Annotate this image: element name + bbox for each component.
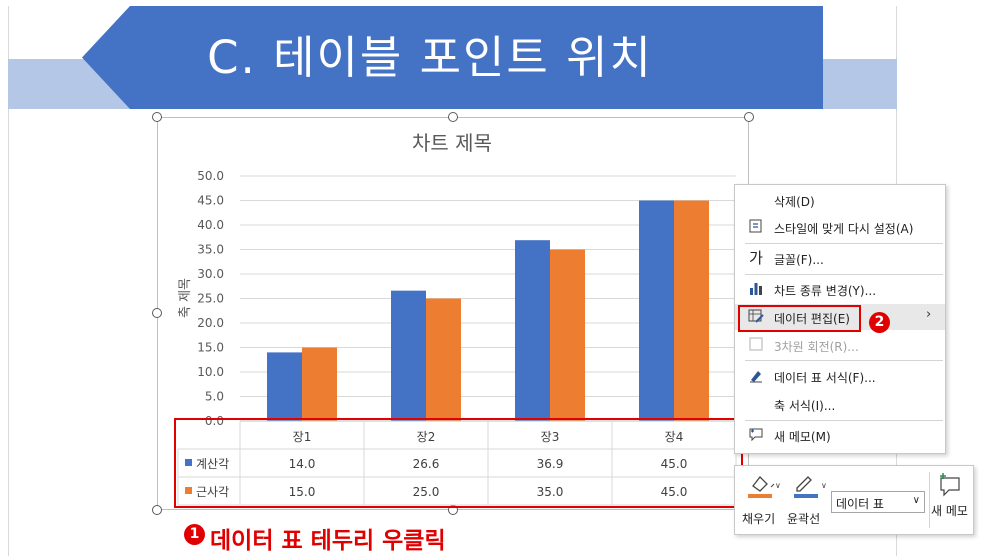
menu-separator [745, 360, 943, 361]
table-value-cell: 15.0 [289, 485, 316, 499]
menu-item-font[interactable]: 가 글꼴(F)... [735, 245, 945, 271]
outline-pen-icon: ∨ [794, 476, 827, 498]
outline-label: 윤곽선 [787, 512, 821, 526]
new-comment-label: 새 메모 [931, 504, 968, 518]
fill-bucket-icon: ∨ [748, 476, 781, 498]
menu-item-label: 삭제(D) [774, 195, 815, 209]
y-tick-label: 10.0 [197, 365, 224, 379]
y-tick-label: 35.0 [197, 243, 224, 257]
table-value-cell: 25.0 [413, 485, 440, 499]
legend-key [185, 459, 192, 466]
resize-handle-top-right[interactable] [744, 112, 754, 122]
new-comment-icon [940, 473, 960, 497]
menu-item-reset-style[interactable]: 스타일에 맞게 다시 설정(A) [735, 214, 945, 240]
y-axis-title[interactable]: 축 제목 [178, 278, 193, 318]
menu-item-3d-rotation: 3차원 회전(R)... [735, 332, 945, 358]
table-value-cell: 45.0 [661, 457, 688, 471]
table-header-cell: 장2 [417, 430, 436, 444]
table-value-cell: 36.9 [537, 457, 564, 471]
table-value-cell: 45.0 [661, 485, 688, 499]
table-value-cell: 26.6 [413, 457, 440, 471]
menu-item-label: 데이터 편집(E) [774, 312, 850, 326]
title-banner [82, 6, 823, 109]
y-tick-label: 50.0 [197, 169, 224, 183]
menu-item-label: 축 서식(I)... [774, 399, 836, 413]
slide-title[interactable]: C. 테이블 포인트 위치 [207, 31, 653, 84]
step-1-instruction: 데이터 표 테두리 우클릭 [210, 528, 446, 554]
menu-separator [745, 420, 943, 421]
menu-item-format-axis[interactable]: 축 서식(I)... [735, 391, 945, 417]
bar[interactable] [302, 347, 337, 422]
legend-key [185, 487, 192, 494]
table-series-label: 근사각 [196, 485, 229, 499]
menu-item-label: 글꼴(F)... [774, 253, 824, 267]
step-1-badge: 1 [184, 524, 205, 545]
edit-data-highlight [738, 305, 861, 332]
menu-item-new-comment[interactable]: 새 메모(M) [735, 422, 945, 448]
table-header-cell: 장1 [293, 430, 312, 444]
data-table-highlight [174, 418, 743, 508]
format-table-icon [747, 367, 765, 385]
chart-element-select-value: 데이터 표 [836, 497, 884, 511]
y-tick-label: 30.0 [197, 267, 224, 281]
chart-type-icon [747, 280, 765, 298]
svg-text:∨: ∨ [775, 481, 781, 490]
bar[interactable] [267, 352, 302, 421]
menu-item-label: 스타일에 맞게 다시 설정(A) [774, 222, 914, 236]
y-tick-label: 5.0 [205, 390, 224, 404]
font-icon: 가 [749, 249, 763, 267]
svg-text:∨: ∨ [821, 481, 827, 490]
y-tick-label: 25.0 [197, 292, 224, 306]
y-tick-label: 15.0 [197, 341, 224, 355]
menu-item-label: 3차원 회전(R)... [774, 340, 859, 354]
table-header-cell: 장4 [665, 430, 684, 444]
toolbar-divider [929, 472, 930, 528]
menu-item-label: 데이터 표 서식(F)... [774, 371, 876, 385]
menu-item-format-data-table[interactable]: 데이터 표 서식(F)... [735, 363, 945, 389]
bar[interactable] [391, 290, 426, 421]
menu-item-change-chart-type[interactable]: 차트 종류 변경(Y)... [735, 276, 945, 302]
table-series-label: 계산각 [196, 457, 229, 471]
edit-data-icon [747, 308, 765, 326]
resize-handle-top[interactable] [448, 112, 458, 122]
context-menu: 삭제(D) 스타일에 맞게 다시 설정(A) 가 글꼴(F)... 차트 종류 … [734, 184, 946, 454]
bar[interactable] [515, 240, 550, 421]
menu-item-edit-data[interactable]: 데이터 편집(E) [735, 304, 945, 330]
resize-handle-bottom-left[interactable] [152, 505, 162, 515]
chart-element-select[interactable]: 데이터 표 ∨ [831, 491, 925, 513]
bar[interactable] [550, 249, 585, 422]
bar[interactable] [674, 200, 709, 422]
new-comment-button[interactable] [935, 472, 965, 502]
y-tick-label: 45.0 [197, 194, 224, 208]
resize-handle-top-left[interactable] [152, 112, 162, 122]
menu-item-label: 차트 종류 변경(Y)... [774, 284, 877, 298]
fill-label: 채우기 [742, 512, 776, 526]
chevron-down-icon: ∨ [912, 495, 920, 506]
bar[interactable] [426, 298, 461, 422]
table-header-cell: 장3 [541, 430, 560, 444]
fill-button[interactable]: ∨ [745, 472, 781, 500]
chart-title[interactable]: 차트 제목 [412, 131, 492, 155]
menu-separator [745, 243, 943, 244]
reset-style-icon [747, 218, 765, 236]
step-2-badge: 2 [869, 312, 890, 333]
menu-separator [745, 274, 943, 275]
outline-button[interactable]: ∨ [791, 472, 827, 500]
submenu-chevron-right-icon: › [926, 307, 932, 322]
table-value-cell: 14.0 [289, 457, 316, 471]
bar[interactable] [639, 200, 674, 422]
new-comment-icon [747, 426, 765, 444]
y-tick-label: 20.0 [197, 316, 224, 330]
3d-rotation-icon [747, 336, 765, 354]
table-value-cell: 35.0 [537, 485, 564, 499]
y-tick-label: 0.0 [205, 414, 224, 428]
resize-handle-left[interactable] [152, 308, 162, 318]
mini-toolbar: ∨ 채우기 ∨ 윤곽선 데이터 표 ∨ 새 메모 [734, 465, 974, 535]
y-tick-label: 40.0 [197, 218, 224, 232]
menu-item-label: 새 메모(M) [774, 430, 831, 444]
menu-item-delete[interactable]: 삭제(D) [735, 187, 945, 213]
